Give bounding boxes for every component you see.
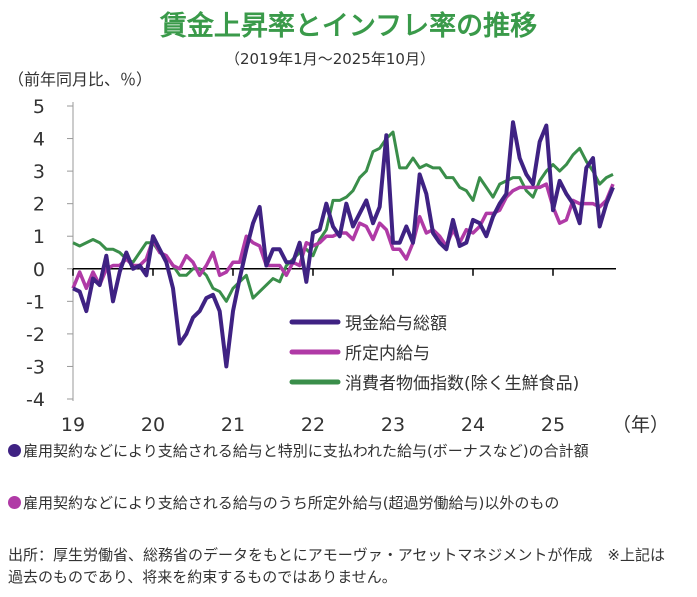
note-scheduled-pay: 雇用契約などにより支給される給与のうち所定外給与(超過労働給与)以外のもの xyxy=(8,492,693,514)
series-line-0 xyxy=(72,120,615,369)
y-tick-label: 4 xyxy=(33,129,45,151)
chart-subtitle: （2019年1月～2025年10月） xyxy=(225,50,435,68)
magenta-bullet-icon xyxy=(8,496,21,509)
x-tick-label: 22 xyxy=(301,414,325,436)
x-tick-label: 24 xyxy=(461,414,485,436)
y-tick-label: 2 xyxy=(33,194,45,216)
chart-title: 賃金上昇率とインフレ率の推移 xyxy=(159,11,538,42)
legend-label: 所定内給与 xyxy=(345,344,430,364)
x-axis-label: （年） xyxy=(612,414,669,436)
y-tick-label: 3 xyxy=(33,161,45,183)
note-text: 雇用契約などにより支給される給与と特別に支払われた給与(ボーナスなど)の合計額 xyxy=(23,442,589,460)
x-tick-label: 19 xyxy=(61,414,85,436)
y-tick-label: -3 xyxy=(26,356,45,378)
legend-label: 消費者物価指数(除く生鮮食品) xyxy=(345,374,579,394)
legend-label: 現金給与総額 xyxy=(345,314,447,334)
y-tick-label: -1 xyxy=(26,291,45,313)
y-axis-label: （前年同月比、％） xyxy=(8,70,153,89)
x-tick-label: 20 xyxy=(141,414,165,436)
x-tick-label: 21 xyxy=(221,414,245,436)
y-tick-label: -4 xyxy=(26,389,45,411)
x-tick-label: 23 xyxy=(381,414,405,436)
x-tick-label: 25 xyxy=(541,414,565,436)
y-tick-label: 5 xyxy=(33,96,45,118)
note-cash-earnings: 雇用契約などにより支給される給与と特別に支払われた給与(ボーナスなど)の合計額 xyxy=(8,440,693,462)
y-tick-label: 1 xyxy=(33,226,45,248)
y-tick-label: 0 xyxy=(33,259,45,281)
source-note: 出所：厚生労働省、総務省のデータをもとにアモーヴァ・アセットマネジメントが作成 … xyxy=(8,546,665,586)
y-tick-label: -2 xyxy=(26,324,45,346)
note-text: 雇用契約などにより支給される給与のうち所定外給与(超過労働給与)以外のもの xyxy=(23,494,560,512)
purple-bullet-icon xyxy=(8,444,21,457)
